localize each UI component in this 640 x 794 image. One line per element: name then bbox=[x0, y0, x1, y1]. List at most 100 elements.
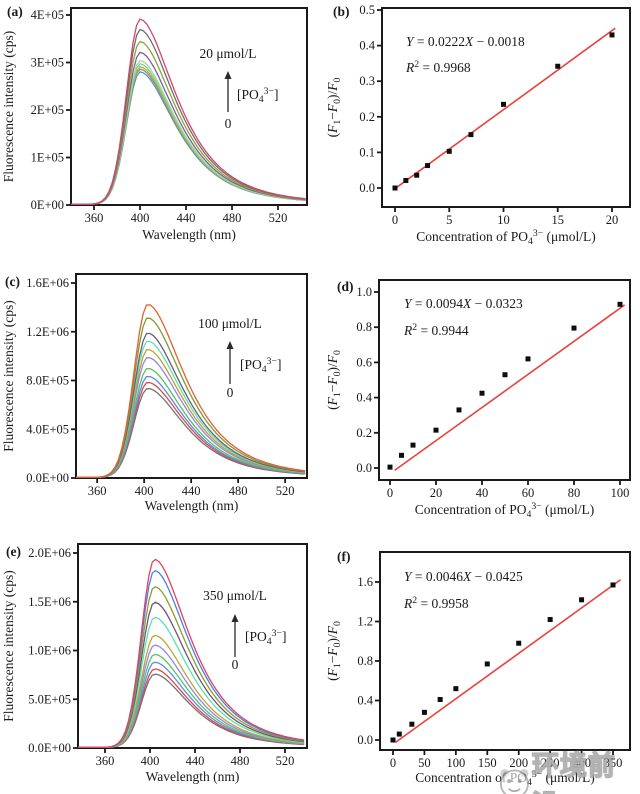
y-tick-label: 1.2 bbox=[357, 615, 373, 629]
panel-label: (e) bbox=[6, 544, 21, 559]
data-point bbox=[525, 356, 531, 362]
x-tick-label: 150 bbox=[478, 756, 497, 770]
data-point bbox=[609, 32, 615, 38]
data-point bbox=[414, 172, 420, 178]
x-tick-label: 400 bbox=[131, 211, 150, 225]
axes-box bbox=[75, 273, 308, 479]
y-tick-label: 0.6 bbox=[356, 355, 372, 369]
y-axis-title: Fluorescence intensity (cps) bbox=[1, 31, 16, 182]
panel-d-plot: 0 20 40 60 80 100 0.0 0.2 0.4 0.6 0.8 1.0 Concentrat… bbox=[325, 279, 631, 520]
fit-line bbox=[396, 27, 616, 188]
y-tick-label: 1.0E+06 bbox=[28, 644, 71, 658]
x-tick-label: 480 bbox=[229, 484, 248, 498]
y-tick-label: 0.2 bbox=[359, 110, 375, 124]
y-tick-label: 5.0E+05 bbox=[28, 692, 71, 706]
equation-label: Y = 0.0222X − 0.0018 bbox=[406, 34, 525, 49]
fit-line bbox=[395, 579, 622, 744]
data-point bbox=[579, 597, 585, 603]
data-point bbox=[390, 737, 396, 743]
x-axis-title: Wavelength (nm) bbox=[142, 227, 236, 242]
data-point bbox=[484, 661, 490, 667]
spectrum-curve bbox=[76, 357, 306, 479]
data-point bbox=[571, 325, 577, 331]
x-tick-label: 20 bbox=[430, 486, 443, 500]
y-tick-label: 0.0 bbox=[357, 733, 373, 747]
panel-b: 0 5 10 15 20 0.0 0.1 0.2 0.3 0.4 0.5 Concentration … bbox=[320, 0, 640, 260]
y-axis-title: Fluorescence intensity (cps) bbox=[1, 570, 16, 721]
x-tick-label: 100 bbox=[611, 486, 630, 500]
panel-b-plot: 0 5 10 15 20 0.0 0.1 0.2 0.3 0.4 0.5 Concentration … bbox=[325, 3, 631, 247]
data-point bbox=[453, 686, 459, 692]
data-point bbox=[617, 301, 623, 307]
data-point bbox=[547, 617, 553, 623]
data-point bbox=[479, 390, 485, 396]
x-axis-title: Concentration of PO43− (μmol/L) bbox=[416, 228, 596, 247]
data-point bbox=[387, 464, 393, 470]
y-axis-title: (F1−F0)/F0 bbox=[325, 350, 343, 410]
y-tick-label: 8.0E+05 bbox=[26, 374, 69, 388]
x-axis-title: Wavelength (nm) bbox=[145, 498, 239, 513]
up-arrow-icon bbox=[231, 614, 239, 622]
r-squared-label: R2 = 0.9968 bbox=[405, 59, 471, 75]
panel-d: 0 20 40 60 80 100 0.0 0.2 0.4 0.6 0.8 1.0 Concentrat… bbox=[320, 260, 640, 530]
y-tick-label: 2E+05 bbox=[31, 103, 64, 117]
min-concentration-label: 0 bbox=[227, 385, 234, 400]
axes-box bbox=[378, 279, 631, 481]
y-tick-label: 1.0 bbox=[356, 285, 372, 299]
y-tick-label: 1.6 bbox=[357, 575, 373, 589]
x-tick-label: 360 bbox=[85, 211, 104, 225]
data-point bbox=[446, 148, 452, 154]
y-tick-label: 0.0 bbox=[356, 461, 372, 475]
y-tick-label: 0.0E+00 bbox=[26, 471, 69, 485]
spectrum-curve bbox=[76, 375, 306, 479]
panel-f-plot: 0 50 100 150 200 250 300 350 0.0 0.4 0.8 1.2 1.6 Conc… bbox=[325, 549, 631, 788]
panel-c-plot: 360 400 440 480 520 0.0E+00 4.0E+05 8.0E+05 1.2E… bbox=[1, 273, 308, 513]
x-tick-label: 440 bbox=[182, 484, 201, 498]
spectrum-curve bbox=[78, 601, 305, 749]
data-point bbox=[403, 178, 409, 184]
spectrum-curve bbox=[76, 317, 306, 479]
spectrum-curve bbox=[78, 634, 305, 749]
x-tick-label: 0 bbox=[392, 213, 398, 227]
y-axis-title: Fluorescence intensity (cps) bbox=[1, 300, 16, 451]
spectrum-curve bbox=[76, 304, 306, 479]
spectrum-curve bbox=[71, 28, 306, 206]
spectrum-curve bbox=[76, 349, 306, 479]
data-point bbox=[392, 185, 398, 191]
spectrum-curve bbox=[76, 368, 306, 479]
equation-label: Y = 0.0094X − 0.0323 bbox=[404, 296, 523, 311]
species-label: [PO43−] bbox=[237, 86, 278, 105]
y-tick-label: 0.8 bbox=[357, 654, 373, 668]
data-point bbox=[501, 101, 506, 107]
x-tick-label: 100 bbox=[446, 756, 465, 770]
x-tick-label: 480 bbox=[223, 211, 242, 225]
x-axis-title: Concentration of PO43− (μmol/L) bbox=[415, 501, 595, 520]
axes-box bbox=[70, 7, 308, 206]
y-tick-label: 1.2E+06 bbox=[26, 325, 69, 339]
panel-label: (b) bbox=[333, 4, 350, 19]
y-tick-label: 0.4 bbox=[357, 694, 373, 708]
y-tick-label: 0.5 bbox=[359, 3, 375, 17]
y-tick-label: 2.0E+06 bbox=[28, 546, 71, 560]
x-tick-label: 40 bbox=[476, 486, 489, 500]
panel-c: 360 400 440 480 520 0.0E+00 4.0E+05 8.0E+05 1.2E… bbox=[0, 260, 320, 530]
y-axis-title: (F1−F0)/F0 bbox=[325, 78, 343, 138]
data-point bbox=[421, 709, 427, 715]
up-arrow-icon bbox=[226, 341, 234, 349]
min-concentration-label: 0 bbox=[225, 116, 232, 131]
x-tick-label: 480 bbox=[231, 754, 250, 768]
y-tick-label: 0E+00 bbox=[31, 198, 64, 212]
y-tick-label: 1E+05 bbox=[31, 151, 64, 165]
data-point bbox=[555, 63, 561, 69]
up-arrow-icon bbox=[224, 71, 232, 79]
y-tick-label: 4E+05 bbox=[31, 8, 64, 22]
y-tick-label: 1.6E+06 bbox=[26, 276, 69, 290]
axes-box bbox=[379, 551, 631, 751]
x-tick-label: 350 bbox=[604, 756, 623, 770]
x-tick-label: 0 bbox=[387, 486, 393, 500]
species-label: [PO43−] bbox=[240, 356, 281, 375]
x-tick-label: 200 bbox=[509, 756, 528, 770]
panel-a-plot: 360 400 440 480 520 0E+00 1E+05 2E+05 3E+05 4E+05… bbox=[1, 4, 308, 242]
data-point bbox=[516, 640, 522, 646]
x-axis-title: Concentration of PO43− (μmol/L) bbox=[415, 769, 595, 788]
